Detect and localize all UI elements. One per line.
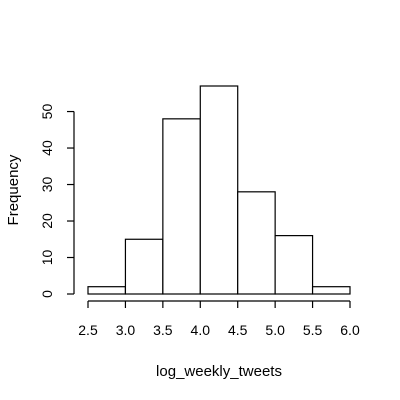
histogram-bar-1 bbox=[125, 239, 162, 294]
x-tick-label-3: 4.0 bbox=[191, 322, 211, 338]
x-tick-label-6: 5.5 bbox=[303, 322, 323, 338]
x-axis: 2.5 3.0 3.5 4.0 4.5 5.0 5.5 6.0 bbox=[78, 301, 360, 338]
histogram-bar-5 bbox=[275, 236, 312, 294]
histogram-bar-6 bbox=[313, 287, 350, 294]
x-tick-label-0: 2.5 bbox=[78, 322, 98, 338]
y-tick-label-0: 0 bbox=[39, 290, 55, 298]
x-axis-title: log_weekly_tweets bbox=[156, 363, 282, 380]
x-tick-label-5: 5.0 bbox=[265, 322, 285, 338]
x-tick-label-4: 4.5 bbox=[228, 322, 248, 338]
y-axis: 0 10 20 30 40 50 bbox=[39, 104, 74, 298]
y-tick-label-3: 30 bbox=[39, 177, 55, 193]
y-tick-label-1: 10 bbox=[39, 250, 55, 266]
y-tick-label-2: 20 bbox=[39, 213, 55, 229]
histogram-bar-4 bbox=[238, 192, 275, 294]
y-tick-label-5: 50 bbox=[39, 104, 55, 120]
x-tick-label-7: 6.0 bbox=[340, 322, 360, 338]
x-tick-label-1: 3.0 bbox=[116, 322, 136, 338]
bars-group bbox=[88, 86, 350, 294]
y-tick-label-4: 40 bbox=[39, 140, 55, 156]
x-tick-label-2: 3.5 bbox=[153, 322, 173, 338]
histogram-bar-3 bbox=[200, 86, 237, 294]
y-axis-title: Frequency bbox=[5, 154, 22, 225]
histogram-bar-0 bbox=[88, 287, 125, 294]
histogram-bar-2 bbox=[163, 119, 200, 294]
